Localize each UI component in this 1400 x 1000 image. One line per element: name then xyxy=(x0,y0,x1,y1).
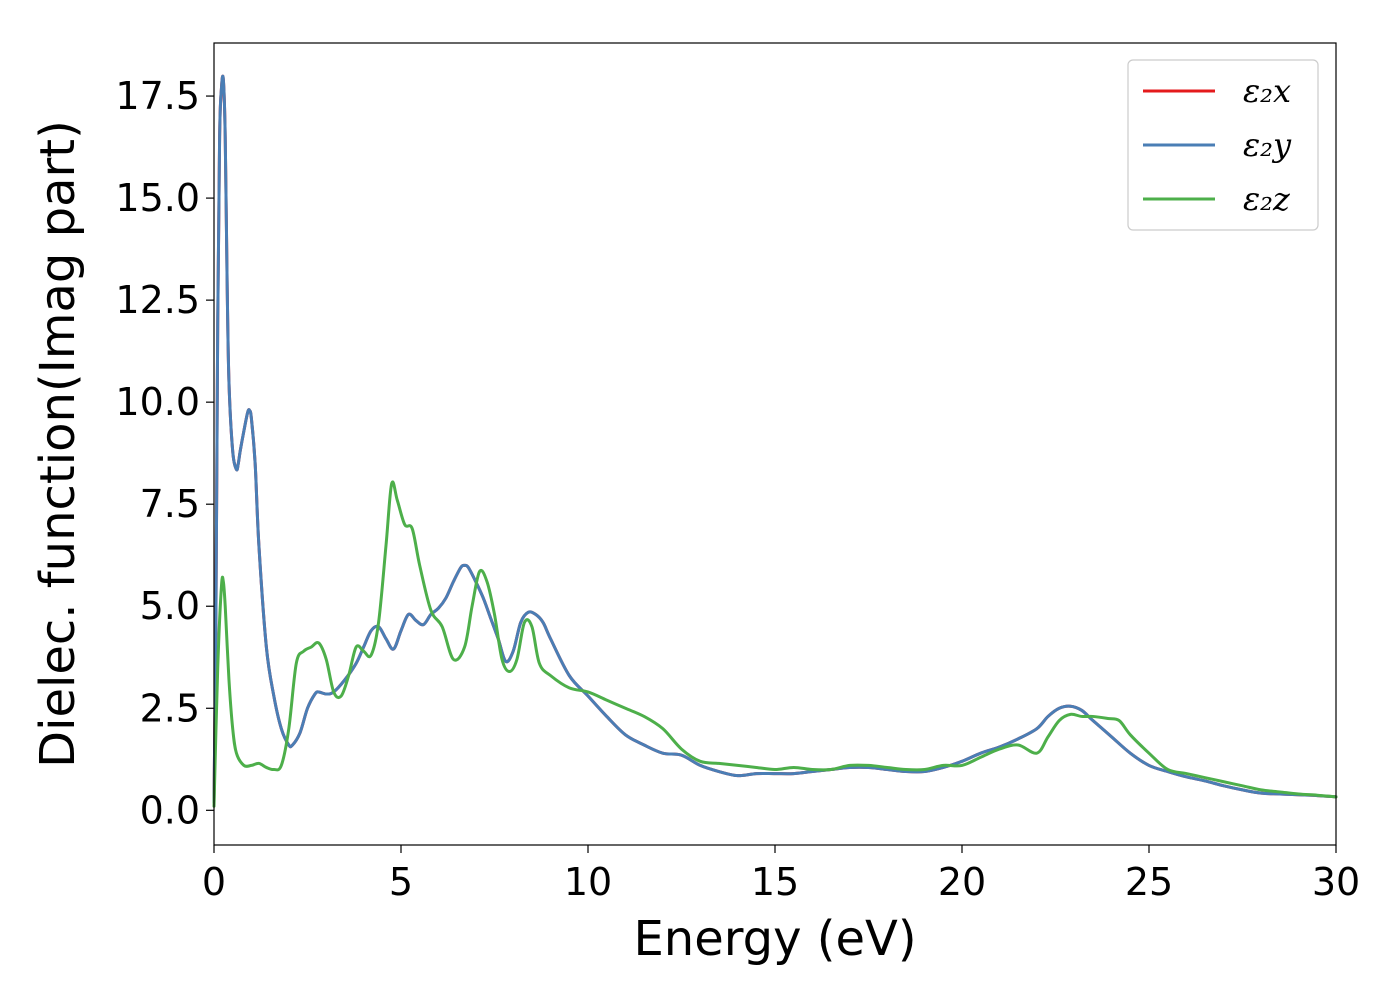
legend-label-eps2x: ε₂x xyxy=(1243,72,1291,110)
y-tick-label: 15.0 xyxy=(115,176,200,220)
y-tick-label: 10.0 xyxy=(115,380,200,424)
x-axis-label: Energy (eV) xyxy=(633,911,916,967)
series-line-eps2z xyxy=(212,480,1338,808)
legend: ε₂x ε₂y ε₂z xyxy=(1127,59,1319,231)
y-tick-label: 17.5 xyxy=(115,74,200,118)
series-layer xyxy=(212,74,1338,808)
x-tick-label: 25 xyxy=(1125,860,1173,904)
x-tick-label: 20 xyxy=(938,860,986,904)
legend-frame xyxy=(1127,59,1319,231)
y-axis-label: Dielec. function(Imag part) xyxy=(30,120,86,768)
series-line-eps2y xyxy=(212,74,1338,804)
y-axis-ticks: 0.0 2.5 5.0 7.5 10.0 12.5 15.0 17.5 xyxy=(115,74,214,832)
x-tick-label: 0 xyxy=(202,860,226,904)
legend-label-eps2y: ε₂y xyxy=(1243,126,1292,164)
y-tick-label: 0.0 xyxy=(140,788,200,832)
y-tick-label: 5.0 xyxy=(140,584,200,628)
y-tick-label: 7.5 xyxy=(140,482,200,526)
x-tick-label: 5 xyxy=(389,860,413,904)
y-tick-label: 2.5 xyxy=(140,686,200,730)
x-tick-label: 15 xyxy=(751,860,799,904)
legend-label-eps2z: ε₂z xyxy=(1243,180,1291,218)
x-tick-label: 10 xyxy=(564,860,612,904)
x-tick-label: 30 xyxy=(1312,860,1360,904)
x-axis-ticks: 0 5 10 15 20 25 30 xyxy=(202,845,1360,904)
y-tick-label: 12.5 xyxy=(115,278,200,322)
